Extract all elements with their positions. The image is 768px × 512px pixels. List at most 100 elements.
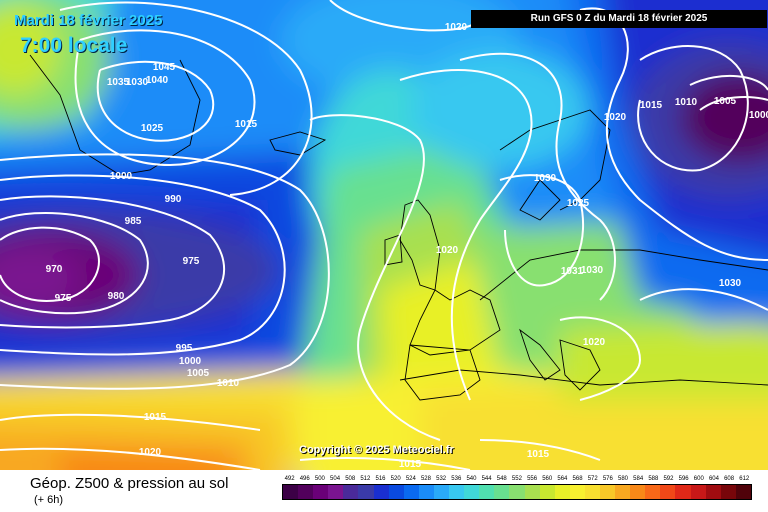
legend-swatch xyxy=(328,485,344,499)
legend-ticks: 492 496 500 504 508 512 516 520 524 528 532 536 540 5… xyxy=(282,476,752,482)
legend-swatch xyxy=(449,485,465,499)
geopotential-field xyxy=(0,0,768,470)
legend-tick: 568 xyxy=(572,476,583,482)
legend-tick: 520 xyxy=(390,476,401,482)
isobar-label: 1005 xyxy=(187,368,210,379)
legend-tick: 588 xyxy=(648,476,659,482)
isobar-label: 1040 xyxy=(146,75,169,86)
isobar-label: 1005 xyxy=(714,96,737,107)
legend-tick: 556 xyxy=(527,476,538,482)
legend-swatch xyxy=(343,485,359,499)
legend-tick: 536 xyxy=(451,476,462,482)
isobar-label: 1020 xyxy=(583,337,606,348)
isobar-label: 1000 xyxy=(110,171,133,182)
forecast-date: Mardi 18 février 2025 xyxy=(14,12,163,29)
isobar-label: 975 xyxy=(55,293,72,304)
isobar-label: 970 xyxy=(46,264,63,275)
legend-tick: 600 xyxy=(693,476,704,482)
legend-swatch xyxy=(630,485,646,499)
isobar-label: 1031 xyxy=(561,266,584,277)
legend-swatch xyxy=(494,485,510,499)
legend-tick: 612 xyxy=(739,476,750,482)
isobar-label: 980 xyxy=(108,291,125,302)
legend-swatch xyxy=(660,485,676,499)
legend-swatch xyxy=(705,485,721,499)
legend-swatch xyxy=(388,485,404,499)
legend-tick: 492 xyxy=(284,476,295,482)
isobar-label: 1030 xyxy=(581,265,604,276)
isobar-label: 1035 xyxy=(107,77,130,88)
legend-tick: 544 xyxy=(481,476,492,482)
legend-swatch xyxy=(418,485,434,499)
isobar-label: 1015 xyxy=(235,119,258,130)
legend-tick: 508 xyxy=(345,476,356,482)
legend-tick: 552 xyxy=(511,476,522,482)
legend-tick: 548 xyxy=(496,476,507,482)
legend-swatch xyxy=(615,485,631,499)
legend-swatch xyxy=(569,485,585,499)
legend-swatch xyxy=(464,485,480,499)
legend-swatch xyxy=(675,485,691,499)
copyright-notice: Copyright © 2025 Meteociel.fr xyxy=(299,444,454,456)
isobar-label: 1020 xyxy=(436,245,459,256)
forecast-offset: (+ 6h) xyxy=(34,494,64,506)
legend-swatch xyxy=(479,485,495,499)
legend-tick: 580 xyxy=(618,476,629,482)
legend-tick: 604 xyxy=(708,476,719,482)
legend-swatch xyxy=(524,485,540,499)
legend-swatch xyxy=(298,485,314,499)
legend-tick: 524 xyxy=(405,476,416,482)
isobar-label: 1030 xyxy=(126,77,149,88)
legend-tick: 572 xyxy=(587,476,598,482)
legend-swatch xyxy=(509,485,525,499)
legend-tick: 516 xyxy=(375,476,386,482)
legend-swatch xyxy=(690,485,706,499)
legend-tick: 500 xyxy=(314,476,325,482)
legend-swatch xyxy=(373,485,389,499)
legend-tick: 496 xyxy=(299,476,310,482)
legend-tick: 532 xyxy=(436,476,447,482)
isobar-label: 1015 xyxy=(399,459,422,470)
legend-swatch xyxy=(645,485,661,499)
legend-tick: 540 xyxy=(466,476,477,482)
isobar-label: 1045 xyxy=(153,62,176,73)
isobar-label: 985 xyxy=(125,216,142,227)
isobar-label: 1030 xyxy=(719,278,742,289)
isobar-label: 1020 xyxy=(139,447,162,458)
model-run-label: Run GFS 0 Z du Mardi 18 février 2025 xyxy=(471,10,767,28)
legend-tick: 576 xyxy=(602,476,613,482)
isobar-label: 1010 xyxy=(217,378,240,389)
isobar-label: 1020 xyxy=(445,22,468,33)
isobar-label: 975 xyxy=(183,256,200,267)
legend-swatch xyxy=(554,485,570,499)
legend-tick: 584 xyxy=(633,476,644,482)
legend-swatch xyxy=(539,485,555,499)
legend-tick: 564 xyxy=(557,476,568,482)
map-title: Géop. Z500 & pression au sol xyxy=(30,475,229,492)
isobar-label: 1015 xyxy=(144,412,167,423)
forecast-time: 7:00 locale xyxy=(20,34,128,57)
legend-swatch xyxy=(283,485,299,499)
isobar-label: 1020 xyxy=(604,112,627,123)
legend-swatch xyxy=(313,485,329,499)
color-legend: 492 496 500 504 508 512 516 520 524 528 532 536 540 5… xyxy=(282,476,752,508)
legend-tick: 592 xyxy=(663,476,674,482)
legend-swatch xyxy=(403,485,419,499)
legend-swatch xyxy=(735,485,751,499)
isobar-label: 1025 xyxy=(141,123,164,134)
legend-tick: 608 xyxy=(724,476,735,482)
legend-tick: 560 xyxy=(542,476,553,482)
legend-tick: 528 xyxy=(420,476,431,482)
isobar-label: 1025 xyxy=(567,198,590,209)
isobar-label: 1015 xyxy=(527,449,550,460)
isobar-label: 1010 xyxy=(675,97,698,108)
weather-map: 1045 1040 1035 1030 1025 1015 1020 1000 990 985 97… xyxy=(0,0,768,470)
isobar-label: 995 xyxy=(176,343,193,354)
legend-tick: 504 xyxy=(330,476,341,482)
legend-swatch xyxy=(599,485,616,499)
isobar-lines xyxy=(0,0,768,470)
legend-tick: 596 xyxy=(678,476,689,482)
isobar-label: 1030 xyxy=(534,173,557,184)
